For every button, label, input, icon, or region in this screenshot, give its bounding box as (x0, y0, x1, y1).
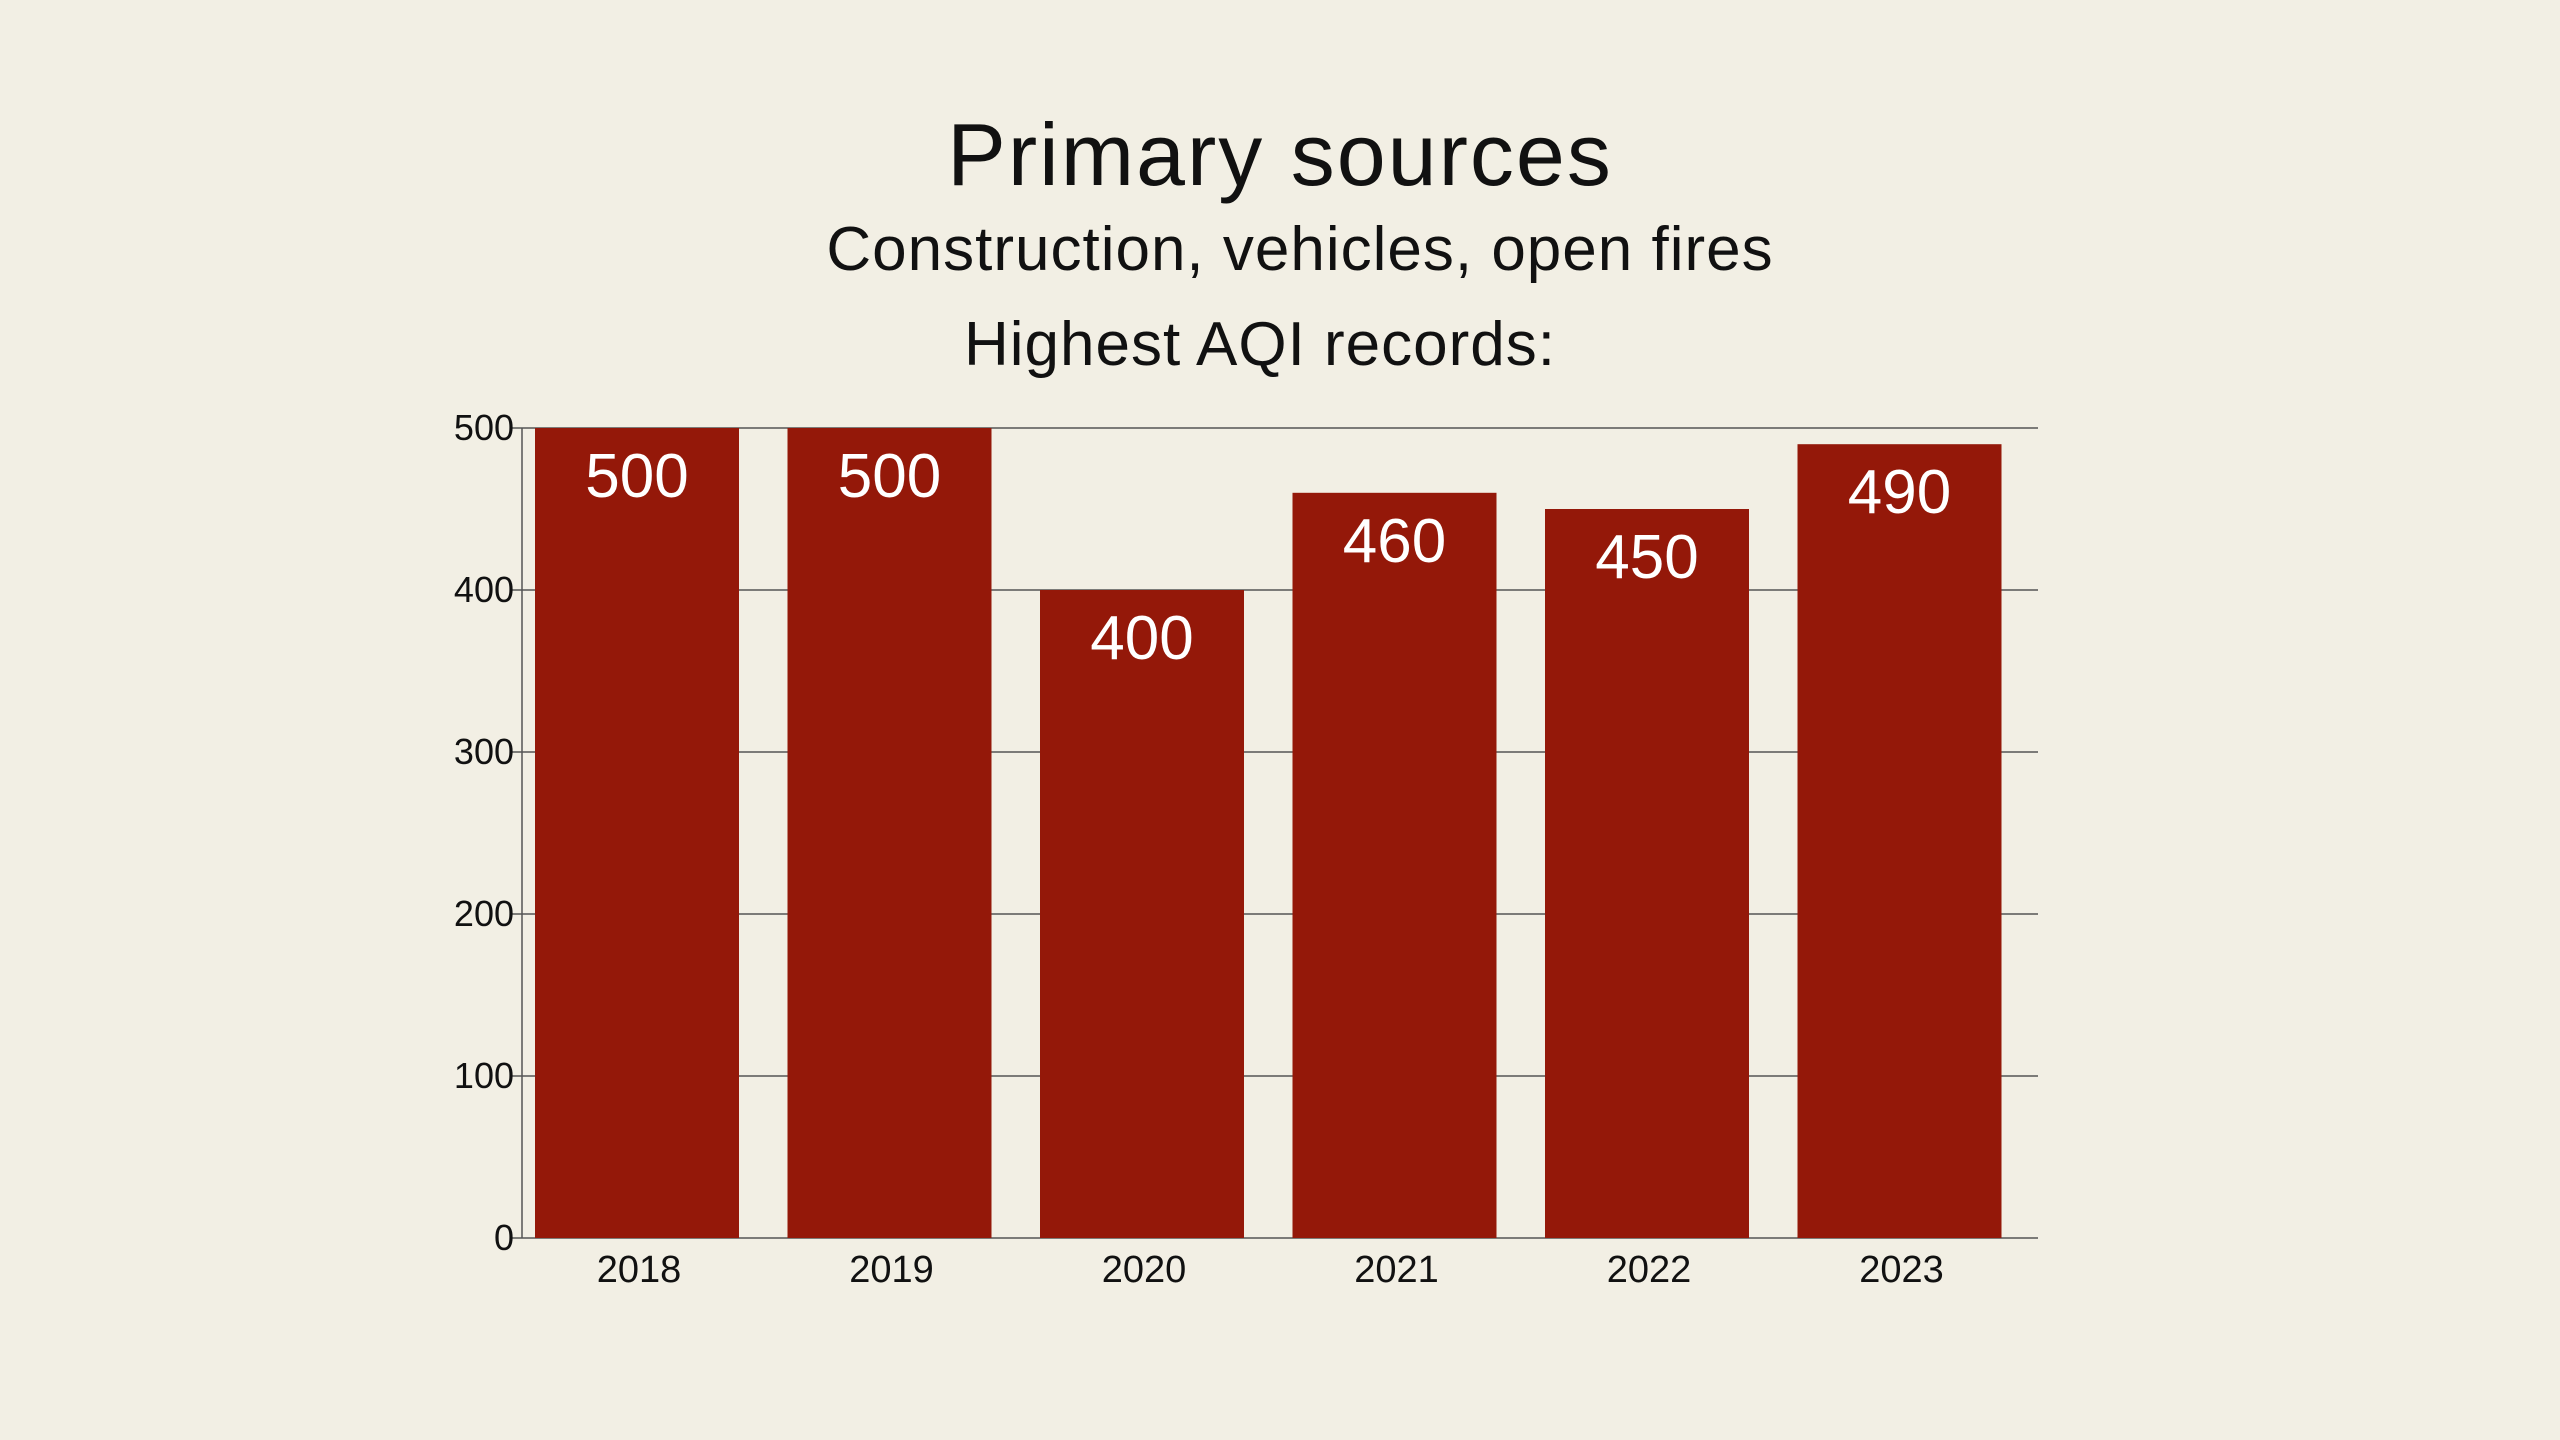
x-tick-label-2018: 2018 (597, 1249, 682, 1291)
data-label-2020: 400 (1090, 604, 1193, 673)
y-tick-label: 400 (454, 569, 514, 610)
bar-2019 (787, 428, 992, 1238)
data-label-2022: 450 (1595, 523, 1698, 592)
y-tick-label: 0 (494, 1217, 514, 1258)
x-tick-label-2021: 2021 (1354, 1249, 1439, 1291)
y-tick-label: 300 (454, 731, 514, 772)
axes: 0 100 200 300 400 500 2018 2019 2020 2021 2022 2023 (454, 407, 1944, 1291)
bar-2018 (535, 428, 739, 1238)
y-tick-label: 200 (454, 893, 514, 934)
x-tick-label-2023: 2023 (1859, 1249, 1944, 1291)
data-label-2019: 500 (838, 442, 941, 511)
data-label-2021: 460 (1343, 507, 1446, 576)
bar-2022 (1545, 509, 1749, 1238)
chart-title: Primary sources (947, 105, 1613, 204)
bars (535, 428, 2002, 1238)
bar-2021 (1292, 492, 1497, 1238)
x-tick-label-2022: 2022 (1607, 1249, 1692, 1291)
grid-lines (522, 427, 2038, 1239)
chart-caption: Highest AQI records: (963, 310, 1557, 379)
bar-2023 (1797, 444, 2002, 1238)
y-tick-label: 500 (454, 407, 514, 448)
bar-2020 (1040, 590, 1244, 1238)
y-tick-label: 100 (454, 1055, 514, 1096)
data-label-2018: 500 (585, 442, 688, 511)
x-tick-label-2020: 2020 (1102, 1249, 1187, 1291)
data-label-2023: 490 (1848, 458, 1951, 527)
labels: 500 500 400 460 450 490 (585, 442, 1951, 673)
chart-subtitle: Construction, vehicles, open fires (826, 215, 1774, 284)
x-tick-label-2019: 2019 (849, 1249, 934, 1291)
